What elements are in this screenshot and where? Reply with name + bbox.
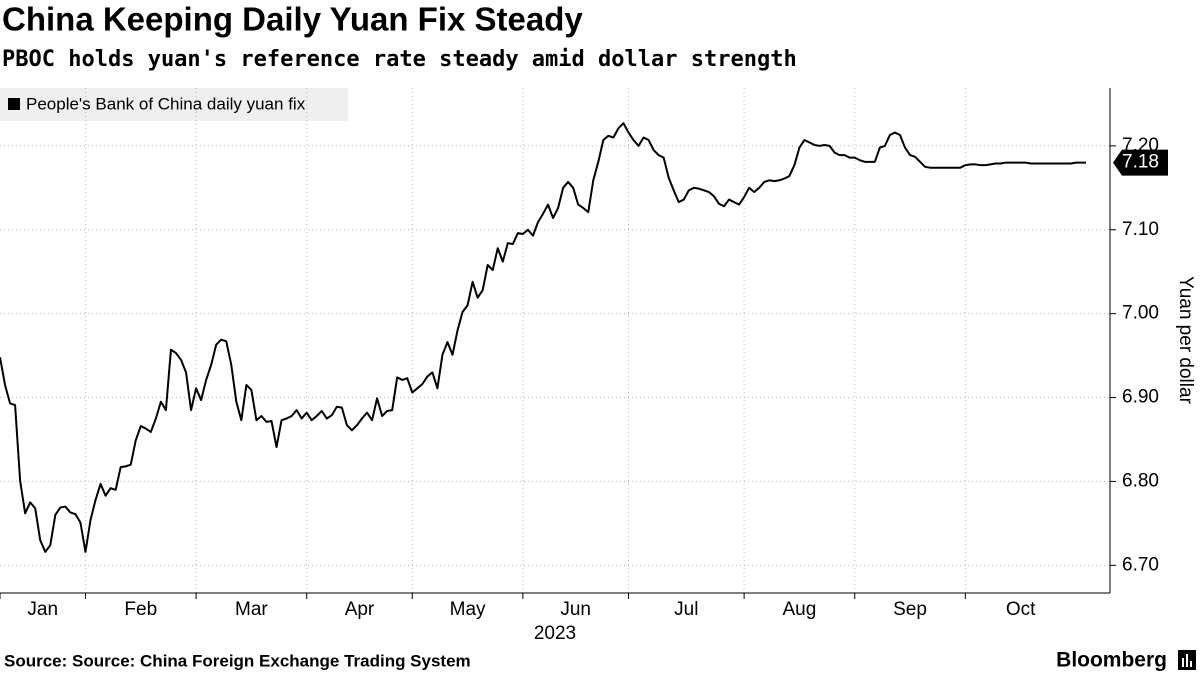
x-tick-label: Feb [124, 599, 157, 620]
y-tick-label: 7.10 [1122, 219, 1159, 240]
y-tick-label: 7.00 [1122, 303, 1159, 324]
y-tick-label: 6.70 [1122, 554, 1159, 575]
x-tick-label: Jan [27, 599, 58, 620]
x-tick-label: Sep [893, 599, 927, 620]
y-tick-label: 6.90 [1122, 387, 1159, 408]
brand: Bloomberg [1056, 649, 1167, 672]
x-tick-label: Jun [560, 599, 591, 620]
y-tick-label: 6.80 [1122, 470, 1159, 491]
x-tick-label: Mar [235, 599, 268, 620]
x-tick-label: Aug [783, 599, 817, 620]
brand-icon [1178, 650, 1196, 670]
x-tick-label: Jul [674, 599, 698, 620]
legend-swatch [8, 98, 20, 110]
source: Source: Source: China Foreign Exchange T… [4, 651, 471, 670]
last-value-label: 7.18 [1122, 152, 1159, 173]
x-tick-label: Apr [345, 599, 375, 620]
x-axis-label: 2023 [534, 623, 576, 644]
x-tick-label: May [450, 599, 486, 620]
legend-label: People's Bank of China daily yuan fix [26, 94, 306, 113]
x-tick-label: Oct [1006, 599, 1036, 620]
chart-subtitle: PBOC holds yuan's reference rate steady … [2, 47, 797, 72]
y-axis-label: Yuan per dollar [1175, 276, 1196, 404]
series-line [0, 122, 1086, 553]
chart-title: China Keeping Daily Yuan Fix Steady [2, 1, 583, 38]
last-value-tag [1113, 149, 1168, 176]
legend-box [0, 88, 348, 121]
